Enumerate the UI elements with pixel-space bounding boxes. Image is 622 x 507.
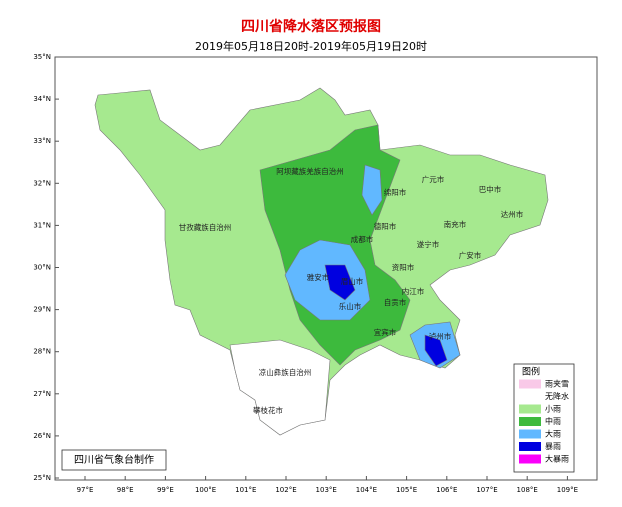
lon-label: 103°E (316, 486, 337, 494)
lat-label: 28°N (33, 348, 51, 356)
legend-swatch (519, 392, 541, 401)
legend-title: 图例 (522, 366, 540, 378)
legend-label: 大雨 (545, 429, 561, 439)
legend-swatch (519, 429, 541, 439)
region-heavy-rain (361, 164, 383, 216)
lat-label: 31°N (33, 221, 51, 229)
legend-label: 小雨 (545, 405, 561, 414)
place-label: 达州市 (501, 209, 524, 219)
lat-label: 34°N (33, 95, 51, 103)
region-no-rain (229, 339, 331, 436)
place-label: 泸州市 (429, 331, 452, 341)
place-label: 凉山彝族自治州 (259, 367, 312, 377)
region-rainstorm (424, 334, 448, 367)
legend-label: 大暴雨 (545, 454, 569, 464)
legend-label: 暴雨 (545, 442, 561, 451)
place-label: 甘孜藏族自治州 (179, 222, 232, 232)
legend-label: 中雨 (545, 416, 561, 426)
legend-label: 雨夹雪 (545, 379, 569, 389)
lat-label: 25°N (33, 474, 51, 482)
lon-label: 100°E (195, 486, 216, 494)
place-label: 自贡市 (384, 297, 407, 307)
legend-swatch (519, 404, 541, 414)
place-label: 成都市 (351, 234, 374, 244)
lat-label: 32°N (33, 179, 51, 187)
legend-swatch (519, 454, 541, 464)
place-label: 广元市 (422, 174, 445, 184)
lon-label: 105°E (396, 486, 417, 494)
lon-label: 109°E (557, 486, 578, 494)
footer: 四川省气象台制作 (74, 453, 154, 466)
legend-swatch (519, 442, 541, 451)
lon-label: 99°E (157, 486, 174, 494)
region-heavy-rain (284, 239, 371, 321)
lon-label: 104°E (356, 486, 377, 494)
place-label: 遂宁市 (417, 239, 440, 249)
lat-label: 30°N (33, 264, 51, 272)
lat-label: 27°N (33, 390, 51, 398)
place-label: 广安市 (459, 250, 482, 260)
lon-label: 97°E (77, 486, 94, 494)
lat-label: 29°N (33, 306, 51, 314)
lon-label: 101°E (235, 486, 256, 494)
lon-label: 108°E (517, 486, 538, 494)
lon-label: 106°E (436, 486, 457, 494)
map-title: 四川省降水落区预报图 (241, 18, 381, 35)
place-label: 巴中市 (479, 184, 502, 194)
lat-label: 26°N (33, 432, 51, 440)
map-subtitle: 2019年05月18日20时-2019年05月19日20时 (195, 39, 427, 53)
place-label: 攀枝花市 (253, 405, 283, 415)
footer-box (61, 449, 167, 471)
place-label: 资阳市 (392, 262, 415, 272)
legend-swatch (519, 379, 541, 389)
place-label: 内江市 (402, 286, 425, 296)
legend-label: 无降水 (545, 391, 569, 401)
lat-label: 35°N (33, 53, 51, 61)
lon-label: 107°E (476, 486, 497, 494)
place-label: 南充市 (444, 219, 467, 229)
place-label: 阿坝藏族羌族自治州 (276, 166, 344, 176)
lat-label: 33°N (33, 137, 51, 145)
legend-swatch (519, 417, 541, 426)
place-label: 德阳市 (374, 221, 397, 231)
place-label: 绵阳市 (384, 187, 407, 197)
place-label: 眉山市 (341, 276, 364, 286)
place-label: 乐山市 (339, 301, 362, 311)
lon-label: 102°E (275, 486, 296, 494)
region-rainstorm (324, 264, 356, 301)
place-label: 雅安市 (307, 272, 330, 282)
lon-label: 98°E (117, 486, 134, 494)
place-label: 宜宾市 (374, 327, 397, 337)
